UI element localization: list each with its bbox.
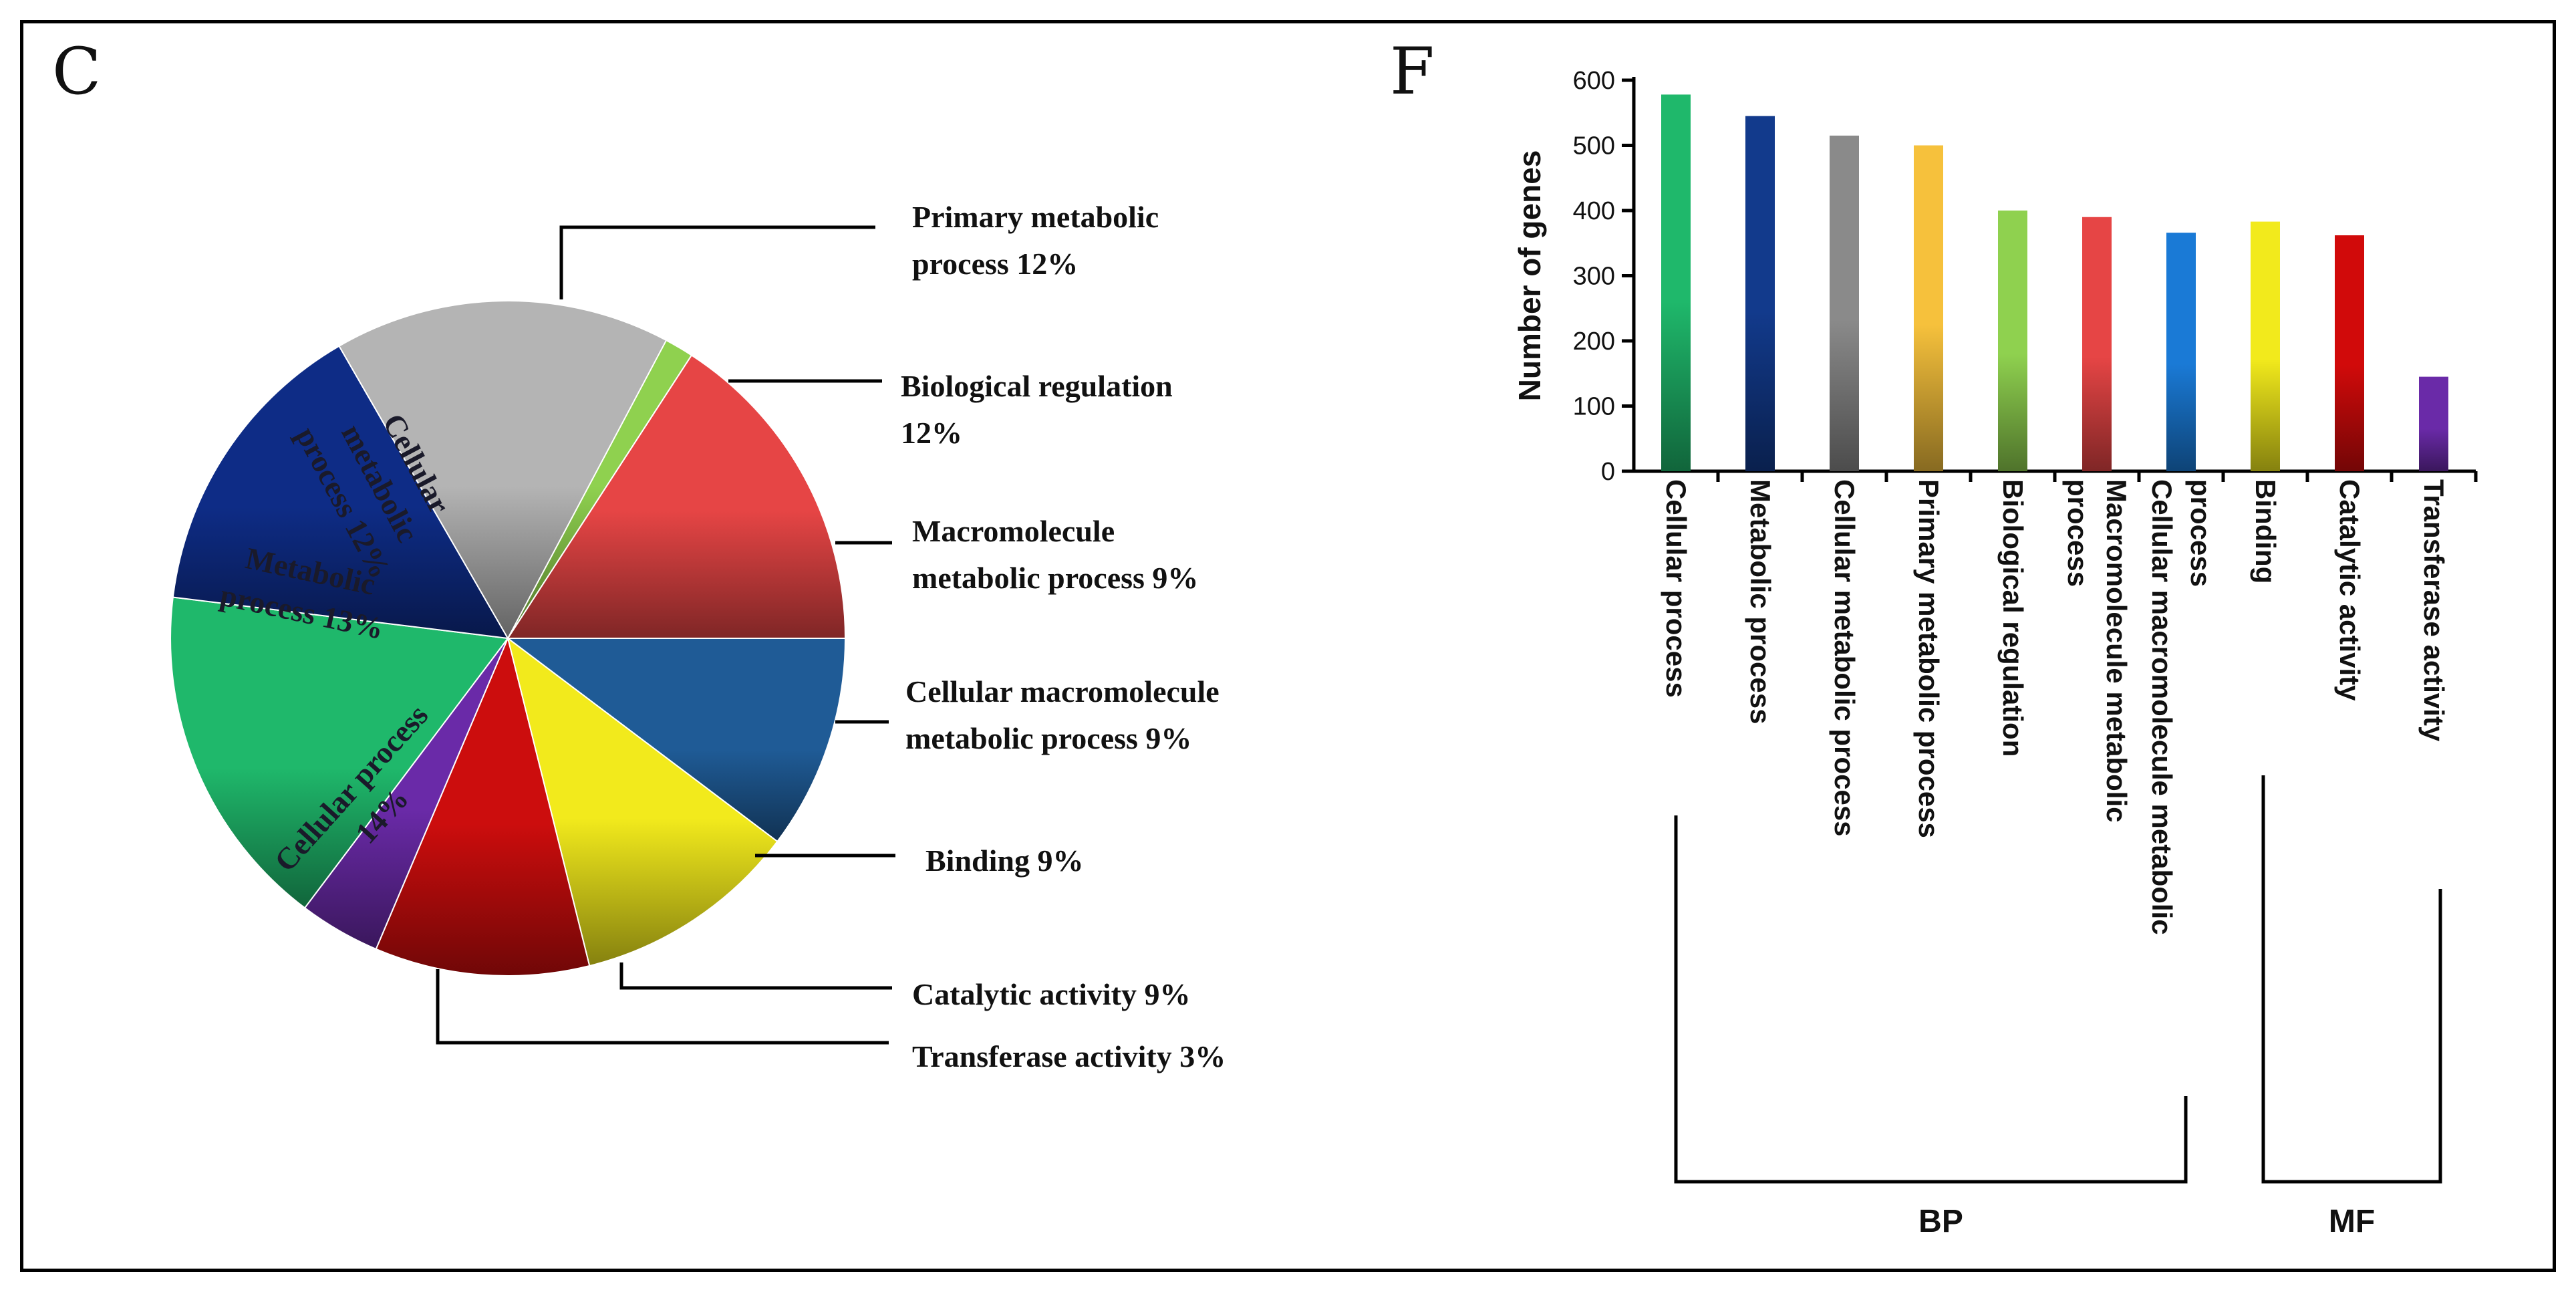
pie-label-primary: Primary metabolic process 12% <box>912 200 1159 281</box>
pie-slice-binding <box>507 636 778 967</box>
panel-letter-f: F <box>1390 34 1435 109</box>
bar-5 <box>2082 217 2112 471</box>
bar-0 <box>1661 94 1691 471</box>
x-tick-label-5: Macromolecule metabolicprocess <box>2062 479 2132 823</box>
x-tick-label-0: Cellular process <box>1661 479 1692 698</box>
y-tick-label: 500 <box>1573 132 1615 160</box>
x-tick-label-8: Catalytic activity <box>2334 479 2366 701</box>
bar-7 <box>2251 221 2280 471</box>
group-label-mf: MF <box>2329 1204 2375 1239</box>
y-tick-label: 100 <box>1573 393 1615 421</box>
pie-label-cellmacro: Cellular macromolecule metabolic process … <box>905 674 1220 755</box>
pie-label-catalytic: Catalytic activity 9% <box>912 977 1190 1011</box>
x-tick-label-9: Transferase activity <box>2418 479 2450 742</box>
x-tick-label-3: Primary metabolic process <box>1913 479 1945 838</box>
bar-3 <box>1914 145 1943 471</box>
y-tick-label: 600 <box>1573 67 1615 95</box>
x-tick-label-4: Biological regulation <box>1997 479 2029 757</box>
bar-1 <box>1745 116 1775 471</box>
panel-letter-c: C <box>52 34 101 109</box>
x-tick-label-6: processCellular macromolecule metabolic <box>2146 479 2216 935</box>
bar-2 <box>1830 135 1859 471</box>
bar-8 <box>2335 235 2364 471</box>
pie-label-bioreg: Biological regulation 12% <box>901 369 1173 450</box>
pie-slice-metabolic <box>172 345 509 640</box>
x-tick-label-2: Cellular metabolic process <box>1829 479 1860 837</box>
group-bracket-mf <box>2261 775 2442 1184</box>
bar-9 <box>2419 376 2448 471</box>
y-tick-label: 0 <box>1601 458 1615 486</box>
leader-line-transferase <box>436 969 889 1045</box>
y-axis-label: Number of genes <box>1512 150 1547 402</box>
group-label-bp: BP <box>1918 1204 1963 1239</box>
x-tick-label-1: Metabolic process <box>1745 479 1776 724</box>
pie-slice-macro <box>507 354 847 639</box>
leader-line-catalytic <box>619 962 892 990</box>
pie-chart: Primary metabolic process 12% Biological r… <box>170 200 1226 1073</box>
pie-slice-cellmet <box>338 300 668 640</box>
bar-4 <box>1998 211 2027 471</box>
pie-slice-catalytic <box>375 636 591 977</box>
group-bracket-bp <box>1674 815 2188 1184</box>
x-tick-label-7: Binding <box>2250 479 2281 584</box>
pie-slice-cellular <box>170 596 509 909</box>
pie-slice-cellmacro <box>506 638 847 843</box>
y-tick-label: 200 <box>1573 328 1615 356</box>
pie-label-transferase: Transferase activity 3% <box>912 1039 1226 1073</box>
leader-line-primary <box>559 225 875 299</box>
pie-label-binding: Binding 9% <box>925 844 1084 878</box>
bar-chart: 0 100 200 300 400 500 600 Number of genes Cellul… <box>1512 67 2478 1239</box>
y-tick-label: 400 <box>1573 197 1615 225</box>
bar-6 <box>2166 233 2196 471</box>
pie-label-macro: Macromolecule metabolic process 9% <box>912 514 1198 595</box>
y-tick-label: 300 <box>1573 263 1615 291</box>
